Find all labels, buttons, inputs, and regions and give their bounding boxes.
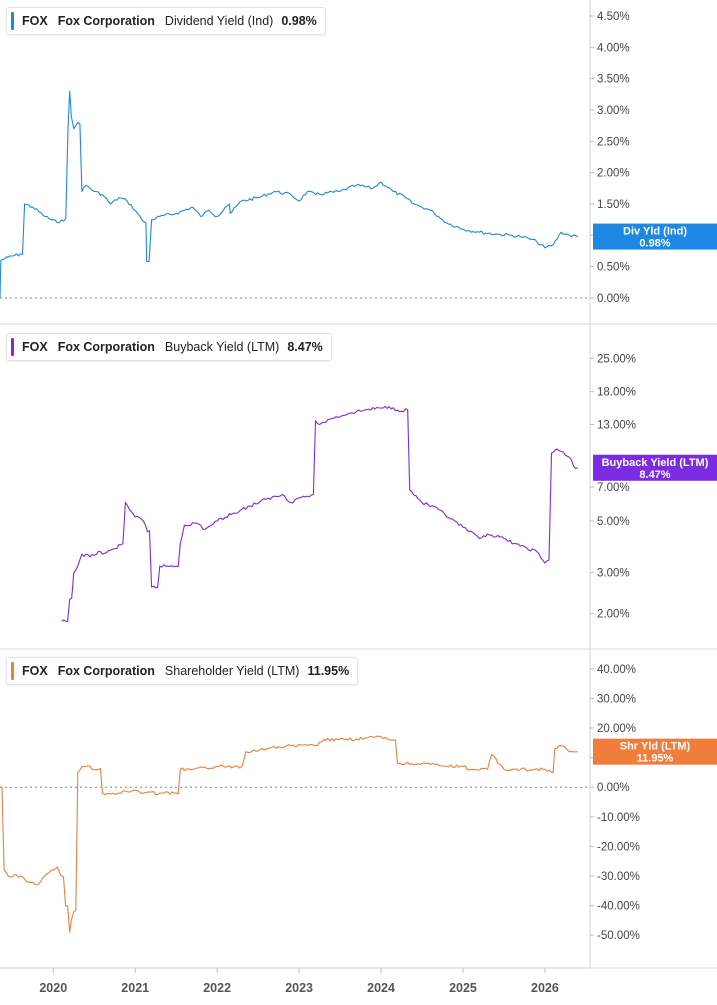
y-tick-label: -20.00% (597, 841, 640, 853)
x-tick-label: 2026 (531, 981, 559, 995)
y-tick-label: 40.00% (597, 664, 636, 676)
y-tick-label: 5.00% (597, 516, 630, 528)
series-line (0, 735, 578, 933)
y-tick-label: 0.00% (597, 293, 630, 305)
badge-value-label: 0.98% (639, 238, 670, 250)
y-tick-label: 18.00% (597, 387, 636, 399)
x-tick-label: 2023 (285, 981, 313, 995)
y-tick-label: 2.00% (597, 609, 630, 621)
axis-layer: 0.00%0.50%1.00%1.50%2.00%2.50%3.00%3.50%… (0, 0, 640, 995)
badge-layer: Div Yld (Ind)0.98% Buyback Yield (LTM)8.4… (593, 223, 717, 765)
current-value-badge (593, 738, 717, 765)
legend-ticker: FOX (22, 664, 48, 678)
y-tick-label: 2.00% (597, 168, 630, 180)
legend-color-swatch (11, 662, 14, 680)
legend-value: 8.47% (287, 340, 323, 354)
x-tick-label: 2025 (449, 981, 477, 995)
y-tick-label: 0.00% (597, 782, 630, 794)
x-tick-label: 2021 (121, 981, 149, 995)
legend-value: 0.98% (281, 14, 317, 28)
y-tick-label: -30.00% (597, 871, 640, 883)
legend-ticker: FOX (22, 14, 48, 28)
legend-metric: Buyback Yield (LTM) (164, 340, 280, 354)
badge-value-label: 11.95% (637, 753, 674, 765)
legend-shareholder-yield[interactable]: FOX Fox Corporation Shareholder Yield (L… (6, 657, 359, 685)
y-tick-label: 3.50% (597, 74, 630, 86)
current-value-badge (593, 454, 717, 481)
legend-company: Fox Corporation (57, 664, 155, 678)
x-tick-label: 2020 (39, 981, 67, 995)
series-line (0, 90, 578, 299)
x-tick-label: 2022 (203, 981, 231, 995)
badge-metric-label: Buyback Yield (LTM) (602, 457, 709, 469)
legend-color-swatch (11, 338, 14, 356)
badge-metric-label: Div Yld (Ind) (623, 226, 687, 238)
legend-metric: Dividend Yield (Ind) (164, 14, 274, 28)
y-tick-label: 20.00% (597, 723, 636, 735)
y-tick-label: 0.50% (597, 262, 630, 274)
legend-buyback-yield[interactable]: FOX Fox Corporation Buyback Yield (LTM) … (6, 333, 332, 361)
badge-value-label: 8.47% (639, 469, 670, 481)
y-tick-label: 3.00% (597, 568, 630, 580)
y-tick-label: -10.00% (597, 812, 640, 824)
y-tick-label: 3.00% (597, 105, 630, 117)
legend-company: Fox Corporation (57, 340, 155, 354)
legend-value: 11.95% (307, 664, 350, 678)
y-tick-label: 30.00% (597, 693, 636, 705)
legend-ticker: FOX (22, 340, 48, 354)
legend-dividend-yield[interactable]: FOX Fox Corporation Dividend Yield (Ind)… (6, 7, 326, 35)
legend-color-swatch (11, 12, 14, 30)
y-tick-label: 1.50% (597, 199, 630, 211)
series-layer (0, 90, 578, 933)
legend-metric: Shareholder Yield (LTM) (164, 664, 300, 678)
current-value-badge (593, 223, 717, 250)
series-line (61, 405, 578, 622)
badge-metric-label: Shr Yld (LTM) (620, 741, 691, 753)
y-tick-label: -40.00% (597, 901, 640, 913)
x-tick-label: 2024 (367, 981, 395, 995)
y-tick-label: -50.00% (597, 930, 640, 942)
y-tick-label: 7.00% (597, 482, 630, 494)
y-tick-label: 13.00% (597, 419, 636, 431)
y-tick-label: 25.00% (597, 353, 636, 365)
y-tick-label: 4.00% (597, 42, 630, 54)
legend-company: Fox Corporation (57, 14, 155, 28)
y-tick-label: 2.50% (597, 136, 630, 148)
y-tick-label: 4.50% (597, 11, 630, 23)
